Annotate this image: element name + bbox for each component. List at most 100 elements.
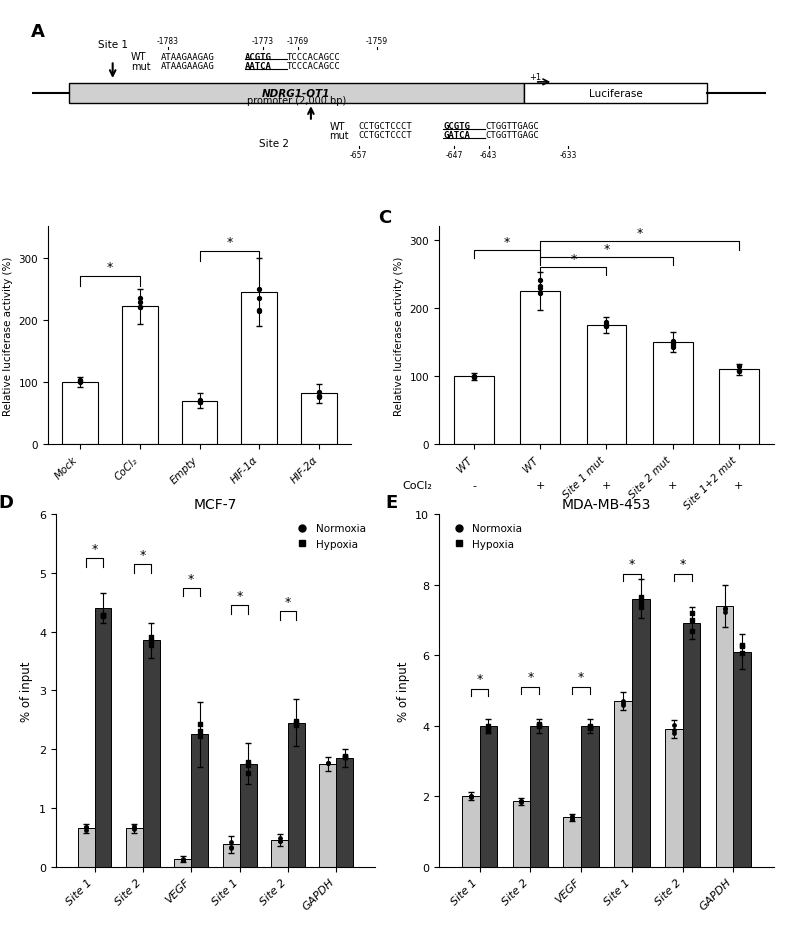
Text: +: + [602, 481, 611, 490]
Text: C: C [378, 209, 392, 227]
Point [133, 300, 146, 315]
Point [600, 320, 613, 335]
Point [666, 336, 679, 350]
Text: *: * [578, 670, 584, 683]
Point [566, 809, 579, 824]
Text: CTGGTTGAGC: CTGGTTGAGC [485, 122, 539, 131]
Bar [581, 726, 598, 867]
Point [617, 695, 630, 710]
Text: Site 2: Site 2 [259, 139, 289, 149]
Point [338, 748, 351, 763]
Bar [174, 859, 192, 867]
Point [617, 694, 630, 709]
Text: *: * [285, 595, 291, 608]
Text: GCGTG: GCGTG [443, 122, 470, 131]
Text: CTGGTTGAGC: CTGGTTGAGC [485, 132, 539, 140]
Point [515, 794, 527, 808]
Point [583, 719, 596, 734]
Point [313, 386, 326, 400]
Bar [271, 840, 288, 867]
Point [97, 608, 109, 623]
Text: Site 1: Site 1 [97, 40, 128, 50]
Point [242, 758, 255, 773]
Y-axis label: % of input: % of input [397, 660, 409, 721]
Text: *: * [227, 235, 232, 248]
Point [733, 360, 745, 375]
Y-axis label: Relative luciferase activity (%): Relative luciferase activity (%) [3, 257, 13, 415]
Bar [288, 723, 305, 867]
Text: *: * [504, 235, 510, 248]
Text: ACGTG: ACGTG [245, 53, 271, 62]
Point [128, 821, 140, 836]
Bar [242, 293, 278, 445]
Text: promoter (2,000 bp): promoter (2,000 bp) [247, 96, 346, 106]
Point [145, 639, 158, 654]
Bar [587, 325, 626, 445]
Text: TCCCACAGCC: TCCCACAGCC [287, 62, 341, 71]
Point [533, 717, 546, 732]
Point [313, 389, 326, 404]
Text: +: + [734, 481, 744, 490]
Point [666, 338, 679, 353]
Text: *: * [603, 243, 610, 256]
Text: -1759: -1759 [366, 37, 388, 46]
Text: *: * [188, 572, 195, 585]
Point [617, 698, 630, 713]
Y-axis label: Relative luciferase activity (%): Relative luciferase activity (%) [394, 257, 404, 415]
Point [273, 833, 286, 848]
Text: mut: mut [131, 61, 151, 71]
Text: *: * [527, 670, 533, 683]
Bar [192, 734, 208, 867]
Bar [716, 606, 733, 867]
Text: *: * [236, 590, 243, 603]
Text: Luciferase: Luciferase [589, 89, 642, 99]
Point [225, 835, 238, 850]
Bar [69, 83, 523, 104]
Point [634, 590, 647, 604]
Text: CCTGCTCCCT: CCTGCTCCCT [358, 122, 413, 131]
Bar [239, 764, 257, 867]
Point [533, 717, 546, 731]
Y-axis label: % of input: % of input [21, 660, 34, 721]
Text: ATAAGAAGAG: ATAAGAAGAG [160, 62, 214, 71]
Bar [181, 401, 218, 445]
Text: NDRG1-OT1: NDRG1-OT1 [262, 89, 330, 99]
Point [666, 340, 679, 355]
Point [290, 718, 303, 733]
Point [80, 819, 93, 834]
Text: *: * [92, 542, 97, 555]
Point [534, 273, 547, 287]
Point [290, 714, 303, 729]
Text: +: + [535, 481, 545, 490]
Text: *: * [476, 672, 483, 685]
Text: *: * [629, 558, 635, 571]
Point [322, 756, 334, 770]
Point [97, 607, 109, 622]
Text: *: * [140, 549, 146, 562]
Bar [143, 641, 160, 867]
Bar [94, 608, 112, 867]
Bar [223, 844, 239, 867]
Bar [653, 343, 693, 445]
Point [733, 363, 745, 378]
Point [464, 790, 477, 805]
Point [176, 853, 189, 868]
Point [176, 853, 189, 868]
Text: -1773: -1773 [252, 37, 275, 46]
Point [133, 296, 146, 311]
Bar [319, 764, 337, 867]
Point [73, 375, 86, 389]
Point [225, 840, 238, 855]
Point [128, 821, 140, 836]
Point [464, 789, 477, 804]
Point [667, 717, 680, 732]
Point [736, 638, 749, 653]
Point [253, 283, 266, 298]
Bar [462, 796, 480, 867]
Text: *: * [106, 260, 113, 273]
Text: -1783: -1783 [156, 37, 179, 46]
Point [273, 831, 286, 845]
Point [515, 794, 527, 808]
Point [468, 370, 480, 385]
Text: +: + [668, 481, 678, 490]
